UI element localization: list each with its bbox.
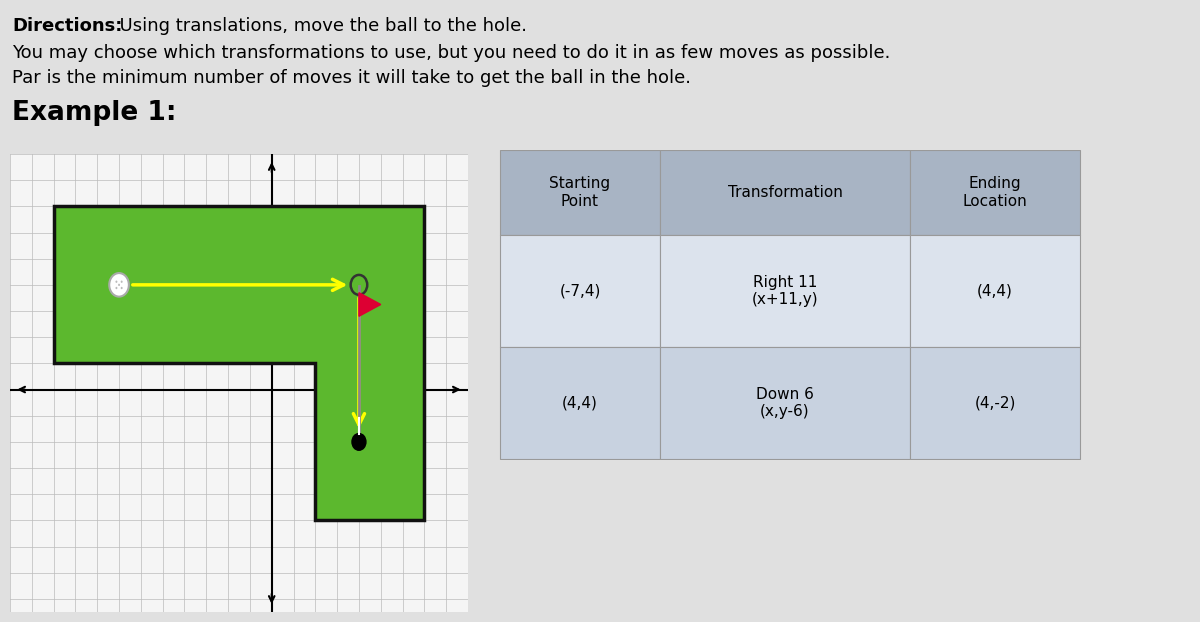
Text: Directions:: Directions: <box>12 17 122 35</box>
Bar <box>910 150 1080 235</box>
Text: (4,4): (4,4) <box>562 396 598 411</box>
Bar <box>910 347 1080 459</box>
Circle shape <box>352 434 366 450</box>
Bar <box>910 235 1080 347</box>
Bar <box>500 150 660 235</box>
Circle shape <box>115 281 118 283</box>
Circle shape <box>118 284 120 286</box>
Text: (-7,4): (-7,4) <box>559 284 601 299</box>
Circle shape <box>109 273 128 297</box>
Text: (4,4): (4,4) <box>977 284 1013 299</box>
Text: Transformation: Transformation <box>727 185 842 200</box>
Text: Right 11
(x+11,y): Right 11 (x+11,y) <box>751 275 818 307</box>
Text: Starting
Point: Starting Point <box>550 176 611 209</box>
Text: Example 1:: Example 1: <box>12 100 176 126</box>
Text: Ending
Location: Ending Location <box>962 176 1027 209</box>
Bar <box>660 235 910 347</box>
Polygon shape <box>359 293 380 316</box>
Text: (4,-2): (4,-2) <box>974 396 1015 411</box>
Text: Down 6
(x,y-6): Down 6 (x,y-6) <box>756 387 814 419</box>
Circle shape <box>121 287 122 289</box>
Text: You may choose which transformations to use, but you need to do it in as few mov: You may choose which transformations to … <box>12 44 890 62</box>
Text: Par is the minimum number of moves it will take to get the ball in the hole.: Par is the minimum number of moves it wi… <box>12 69 691 87</box>
Bar <box>500 347 660 459</box>
Text: Using translations, move the ball to the hole.: Using translations, move the ball to the… <box>108 17 527 35</box>
Circle shape <box>121 281 122 283</box>
Bar <box>500 235 660 347</box>
Bar <box>660 347 910 459</box>
Bar <box>660 150 910 235</box>
Polygon shape <box>54 207 425 521</box>
Circle shape <box>115 287 118 289</box>
